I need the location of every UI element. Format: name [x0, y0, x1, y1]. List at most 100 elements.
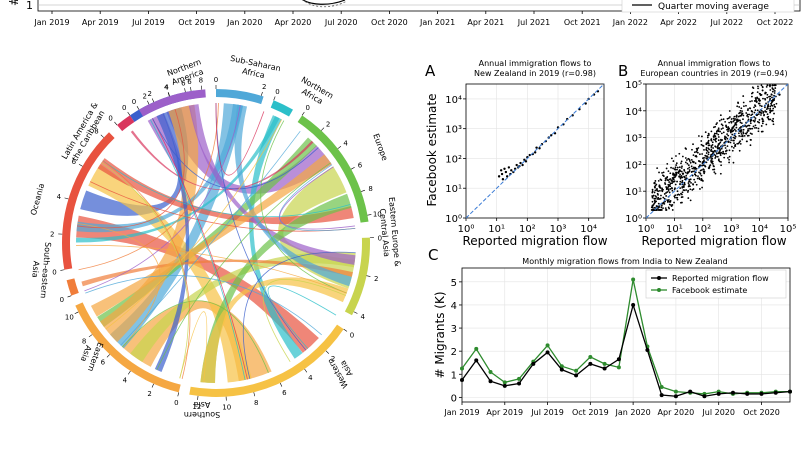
scatter-point-dense	[720, 164, 723, 167]
scatter-point-dense	[707, 151, 710, 154]
scatter-point-dense	[766, 96, 769, 99]
scatter-point-dense	[735, 114, 738, 117]
scatter-point-dense	[720, 128, 723, 130]
scatter-point-dense	[661, 189, 663, 191]
scatter-point-dense	[747, 124, 750, 127]
chord-tick-label: 8	[368, 185, 372, 193]
scatter-point-dense	[695, 174, 697, 177]
scatter-point-dense	[715, 146, 717, 148]
scatter-point-dense	[720, 161, 722, 163]
scatter-point-dense	[702, 168, 705, 171]
chord-tick-mark	[64, 197, 69, 200]
scatter-point-dense	[751, 113, 754, 116]
scatter-point-dense	[695, 147, 698, 150]
chord-tick-label: 0	[378, 234, 382, 242]
scatter-point-dense	[719, 114, 722, 117]
scatter-point-dense	[659, 178, 662, 181]
scatter-point-dense	[711, 141, 714, 144]
scatter-point-dense	[683, 181, 686, 184]
scatter-point-dense	[740, 107, 743, 110]
scatter-point-dense	[676, 180, 678, 183]
scatter-point-dense	[674, 183, 677, 186]
scatter-point-dense	[722, 118, 725, 121]
scatter-point-dense	[719, 152, 722, 155]
scatter-point-dense	[711, 143, 714, 146]
scatter-point-dense	[695, 183, 698, 186]
scatter-point-dense	[652, 194, 655, 197]
chord-thin-link	[267, 285, 337, 349]
chord-tick-label: 2	[142, 92, 146, 100]
chord-thin-link	[242, 251, 356, 379]
scatter-point-dense	[755, 126, 758, 129]
chord-thin-link	[102, 160, 191, 379]
scatter-point-dense	[706, 142, 709, 145]
scatter-point-dense	[676, 196, 679, 199]
scatter-point-dense	[723, 156, 726, 159]
scatter-point-dense	[703, 149, 705, 151]
xtick-label: 10³	[723, 224, 740, 235]
chord-tick-label: 6	[101, 359, 106, 367]
scatter-point-dense	[684, 157, 687, 159]
scatter-point-dense	[713, 149, 716, 152]
scatter-point-dense	[765, 85, 768, 88]
scatter-point-dense	[699, 188, 701, 190]
scatter-point-dense	[655, 205, 658, 207]
series-point	[588, 354, 593, 359]
chord-thin-link	[156, 162, 331, 371]
scatter-point-dense	[683, 183, 686, 186]
scatter-point-dense	[771, 109, 774, 112]
scatter-point-dense	[675, 172, 678, 175]
scatter-point-dense	[728, 149, 731, 152]
scatter-point-dense	[667, 188, 670, 191]
scatter-point-dense	[665, 195, 668, 197]
chord-ribbon	[188, 104, 356, 265]
scatter-point-dense	[772, 123, 775, 126]
scatter-point-dense	[695, 155, 698, 158]
scatter-point-dense	[764, 98, 767, 101]
scatter-point-dense	[719, 141, 722, 144]
scatter-point-dense	[724, 147, 727, 149]
scatter-point-dense	[674, 166, 677, 169]
legend-label: Reported migration flow	[672, 274, 769, 283]
scatter-point-dense	[668, 181, 671, 183]
chord-region-label: Asia	[194, 400, 211, 409]
chord-arc	[216, 89, 264, 105]
scatter-point-dense	[775, 102, 778, 105]
scatter-point-dense	[714, 135, 717, 138]
series-point	[673, 394, 678, 399]
panel-b-title-1: Annual immigration flows to	[658, 59, 771, 68]
chord-arc	[62, 132, 115, 270]
scatter-point-dense	[731, 133, 734, 136]
scatter-point-dense	[728, 116, 731, 118]
scatter-point-dense	[741, 138, 744, 141]
scatter-point-dense	[757, 130, 760, 133]
scatter-point-dense	[715, 155, 717, 158]
ytick-label: 10⁰	[625, 214, 642, 225]
scatter-point-dense	[733, 139, 735, 142]
scatter-point-dense	[753, 106, 755, 109]
top-strip-xtick-label: Apr 2022	[660, 18, 697, 27]
scatter-point-dense	[738, 112, 740, 115]
chord-thin-link	[215, 102, 307, 351]
scatter-point-dense	[701, 186, 703, 189]
scatter-point-dense	[713, 171, 716, 174]
scatter-point-dense	[660, 204, 663, 207]
scatter-point-dense	[720, 123, 723, 126]
chord-thin-link	[85, 275, 322, 336]
scatter-point-dense	[685, 159, 688, 161]
scatter-point-dense	[687, 164, 690, 167]
scatter-point-dense	[728, 158, 731, 161]
scatter-point-dense	[729, 129, 732, 132]
scatter-point-dense	[682, 185, 685, 187]
chord-tick-label: 2	[50, 231, 54, 239]
chord-tick-label: 8	[199, 77, 203, 85]
scatter-point-dense	[664, 207, 667, 210]
scatter-point-dense	[662, 207, 664, 210]
series-line	[461, 302, 791, 397]
scatter-point-dense	[702, 171, 705, 173]
scatter-point-dense	[705, 146, 708, 149]
scatter-point-dense	[739, 121, 742, 124]
xtick-label: Jan 2019	[443, 408, 479, 417]
scatter-point-dense	[713, 134, 716, 136]
scatter-point-dense	[731, 149, 734, 152]
